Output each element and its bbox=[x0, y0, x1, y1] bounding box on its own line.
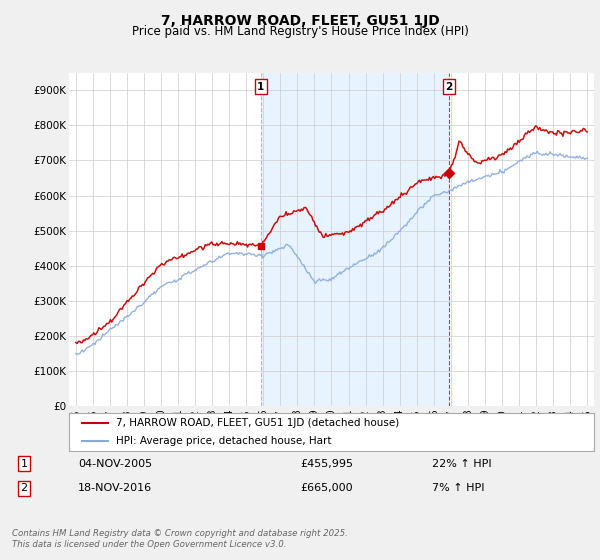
Text: £455,995: £455,995 bbox=[300, 459, 353, 469]
Text: 22% ↑ HPI: 22% ↑ HPI bbox=[432, 459, 491, 469]
Bar bbox=[261, 73, 449, 406]
Text: 7% ↑ HPI: 7% ↑ HPI bbox=[432, 483, 485, 493]
Text: 1: 1 bbox=[20, 459, 28, 469]
Text: 18-NOV-2016: 18-NOV-2016 bbox=[78, 483, 152, 493]
Text: HPI: Average price, detached house, Hart: HPI: Average price, detached house, Hart bbox=[116, 436, 332, 446]
Text: Contains HM Land Registry data © Crown copyright and database right 2025.
This d: Contains HM Land Registry data © Crown c… bbox=[12, 529, 348, 549]
Text: 04-NOV-2005: 04-NOV-2005 bbox=[78, 459, 152, 469]
Text: 7, HARROW ROAD, FLEET, GU51 1JD: 7, HARROW ROAD, FLEET, GU51 1JD bbox=[161, 14, 439, 28]
Text: £665,000: £665,000 bbox=[300, 483, 353, 493]
Text: 1: 1 bbox=[257, 82, 265, 92]
Text: 2: 2 bbox=[445, 82, 453, 92]
Text: Price paid vs. HM Land Registry's House Price Index (HPI): Price paid vs. HM Land Registry's House … bbox=[131, 25, 469, 38]
Text: 7, HARROW ROAD, FLEET, GU51 1JD (detached house): 7, HARROW ROAD, FLEET, GU51 1JD (detache… bbox=[116, 418, 400, 428]
Text: 2: 2 bbox=[20, 483, 28, 493]
